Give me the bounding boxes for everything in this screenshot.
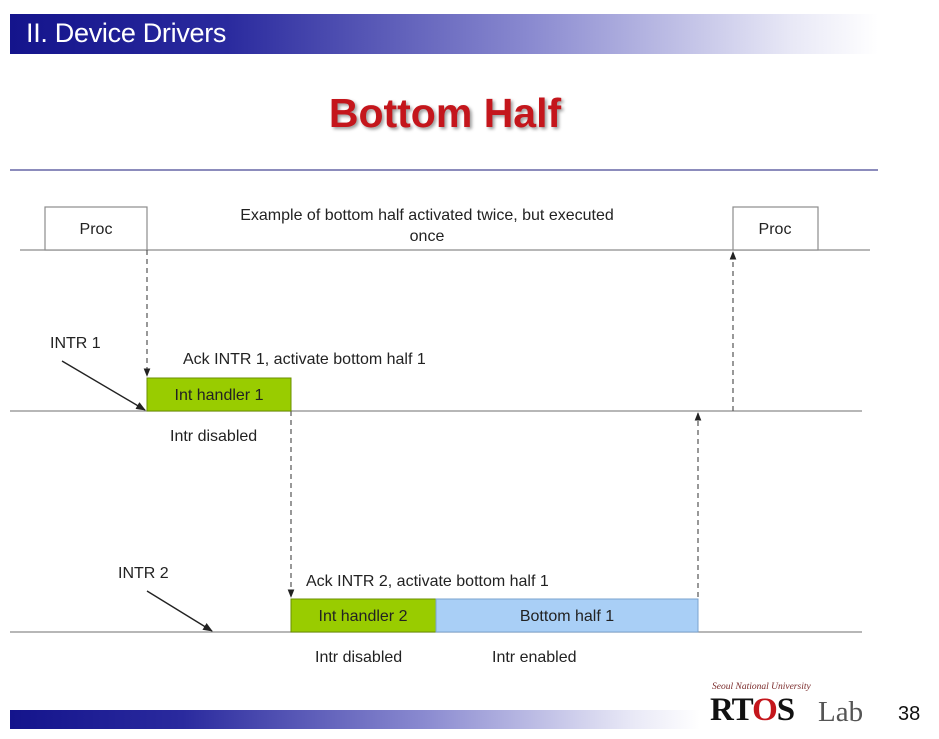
int-handler-1-box: Int handler 1	[146, 377, 292, 412]
bottom-half-1-box: Bottom half 1	[435, 598, 699, 633]
proc-box-left: Proc	[44, 206, 148, 251]
page-number: 38	[898, 703, 921, 725]
logo-lab-text: Lab	[818, 696, 864, 728]
diagram-caption-line2: once	[410, 228, 445, 245]
footer-bar	[10, 710, 700, 729]
intr-enabled-label: Intr enabled	[492, 649, 577, 666]
proc-box-right: Proc	[732, 206, 819, 251]
bottom-half-1-label: Bottom half 1	[520, 608, 614, 625]
logo-rtos-text: RTOS	[710, 692, 795, 729]
intr-disabled-1-label: Intr disabled	[170, 428, 257, 445]
int-handler-2-box: Int handler 2	[290, 598, 437, 633]
intr1-arrow	[61, 360, 146, 411]
logo-university-text: Seoul National University	[712, 682, 811, 692]
section-title: II. Device Drivers	[26, 18, 227, 48]
int-handler-1-label: Int handler 1	[175, 387, 264, 404]
intr1-label: INTR 1	[50, 335, 101, 352]
ack-intr2-label: Ack INTR 2, activate bottom half 1	[306, 573, 549, 590]
section-header-bar: II. Device Drivers	[10, 14, 878, 54]
proc-right-label: Proc	[759, 221, 792, 238]
ack-intr1-label: Ack INTR 1, activate bottom half 1	[183, 351, 426, 368]
logo-o: O	[752, 692, 778, 728]
rtos-lab-logo: Seoul National University RTOS Lab	[705, 680, 885, 735]
int-handler-2-label: Int handler 2	[319, 608, 408, 625]
title-divider	[10, 169, 878, 171]
proc-left-label: Proc	[80, 221, 113, 238]
logo-s: S	[776, 692, 795, 728]
intr2-arrow	[146, 590, 213, 632]
logo-rt: RT	[710, 692, 753, 728]
intr-disabled-2-label: Intr disabled	[315, 649, 402, 666]
diagram-caption-line1: Example of bottom half activated twice, …	[240, 207, 614, 224]
slide-title: Bottom Half	[328, 90, 562, 136]
intr2-label: INTR 2	[118, 565, 169, 582]
